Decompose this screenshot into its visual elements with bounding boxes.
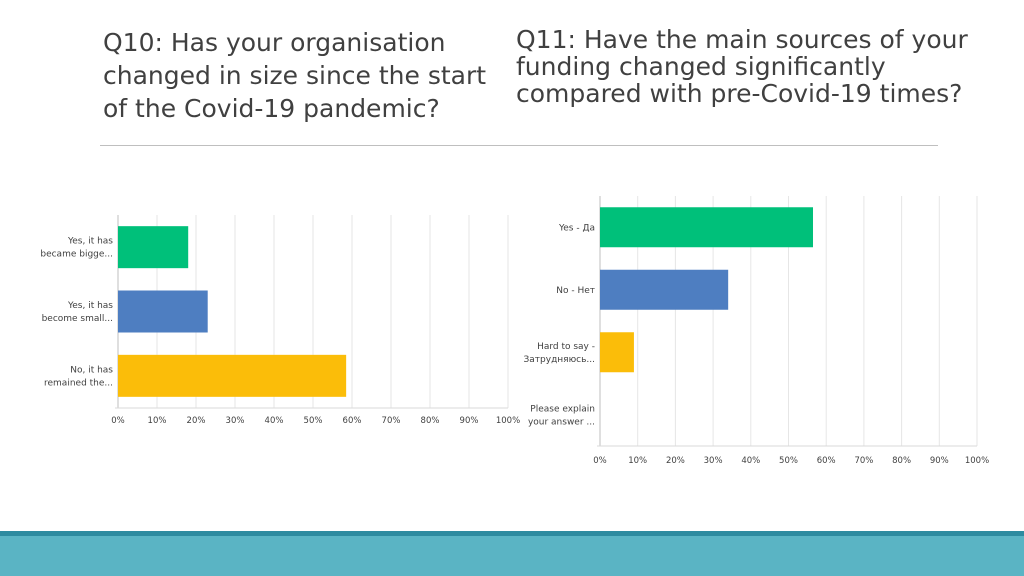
- title-divider: [100, 145, 938, 146]
- q11-category-label: Please explain: [530, 404, 595, 414]
- q11-tick-label: 90%: [930, 456, 949, 466]
- q10-tick-label: 60%: [343, 416, 362, 426]
- q11-bar-2: [600, 269, 729, 310]
- q10-title: Q10: Has your organisation changed in si…: [103, 28, 487, 123]
- q11-category-label: No - Нет: [556, 286, 595, 296]
- q11-tick-label: 0%: [593, 456, 607, 466]
- q11-category-label: Yes - Да: [558, 223, 595, 233]
- q11-tick-label: 100%: [965, 456, 989, 466]
- q10-tick-label: 20%: [187, 416, 206, 426]
- q10-tick-label: 50%: [304, 416, 323, 426]
- q10-category-label: become small...: [42, 314, 113, 324]
- q10-tick-label: 10%: [148, 416, 167, 426]
- q11-tick-label: 50%: [779, 456, 798, 466]
- q10-category-label: Yes, it has: [67, 237, 113, 247]
- q10-bar-3: [118, 354, 347, 397]
- q10-category-label: No, it has: [70, 365, 113, 375]
- q10-tick-label: 90%: [460, 416, 479, 426]
- q10-tick-label: 100%: [496, 416, 520, 426]
- q10-bar-1: [118, 226, 189, 269]
- q11-tick-label: 70%: [854, 456, 873, 466]
- q10-tick-label: 30%: [226, 416, 245, 426]
- q11-bar-3: [600, 332, 634, 373]
- q11-tick-label: 10%: [628, 456, 647, 466]
- q10-category-label: Yes, it has: [67, 301, 113, 311]
- q11-tick-label: 30%: [704, 456, 723, 466]
- q11-title: Q11: Have the main sources of your fundi…: [516, 25, 968, 108]
- q10-tick-label: 70%: [382, 416, 401, 426]
- q11-category-label: Затрудняюсь...: [524, 355, 596, 365]
- q11-tick-label: 60%: [817, 456, 836, 466]
- q11-category-label: Hard to say -: [537, 342, 595, 352]
- q10-category-label: became bigge...: [40, 250, 113, 260]
- footer-band: [0, 536, 1024, 576]
- q11-bar-1: [600, 207, 814, 248]
- q10-tick-label: 80%: [421, 416, 440, 426]
- q10-category-label: remained the...: [44, 378, 113, 388]
- q10-tick-label: 0%: [111, 416, 125, 426]
- q11-tick-label: 80%: [892, 456, 911, 466]
- footer-stripe: [0, 531, 1024, 536]
- q11-tick-label: 40%: [741, 456, 760, 466]
- q11-tick-label: 20%: [666, 456, 685, 466]
- q10-bar-2: [118, 290, 208, 333]
- q11-category-label: your answer ...: [528, 417, 595, 427]
- q10-tick-label: 40%: [265, 416, 284, 426]
